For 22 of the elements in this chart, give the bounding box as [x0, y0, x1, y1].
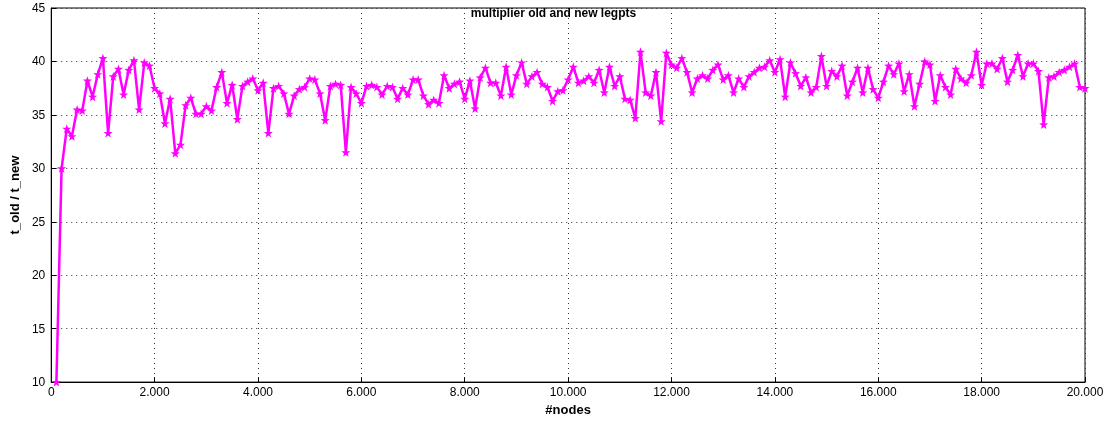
- x-tick-label: 16.000: [859, 385, 897, 400]
- x-tick-label: 12.000: [653, 385, 691, 400]
- y-tick-label: 45: [31, 1, 46, 15]
- x-tick-label: 10.000: [549, 385, 587, 400]
- x-axis-title: #nodes: [545, 402, 591, 417]
- y-tick-label: 35: [31, 107, 46, 122]
- y-tick-label: 25: [31, 214, 46, 229]
- x-tick-label: 6.000: [346, 385, 377, 400]
- x-tick-label: 0: [47, 385, 55, 400]
- y-axis-title: t_old / t_new: [7, 154, 22, 235]
- x-tick-label: 14.000: [756, 385, 794, 400]
- y-tick-label: 30: [31, 161, 46, 176]
- y-tick-label: 15: [31, 321, 46, 336]
- chart-title: multiplier old and new legpts: [470, 6, 637, 20]
- y-tick-label: 40: [31, 54, 46, 69]
- x-tick-label: 18.000: [963, 385, 1001, 400]
- x-tick-label: 20.000: [1066, 385, 1104, 400]
- x-tick-label: 4.000: [242, 385, 274, 400]
- y-tick-label: 20: [31, 268, 46, 283]
- x-tick-label: 8.000: [449, 385, 481, 400]
- x-tick-label: 2.000: [139, 385, 170, 400]
- y-tick-label: 10: [31, 375, 46, 390]
